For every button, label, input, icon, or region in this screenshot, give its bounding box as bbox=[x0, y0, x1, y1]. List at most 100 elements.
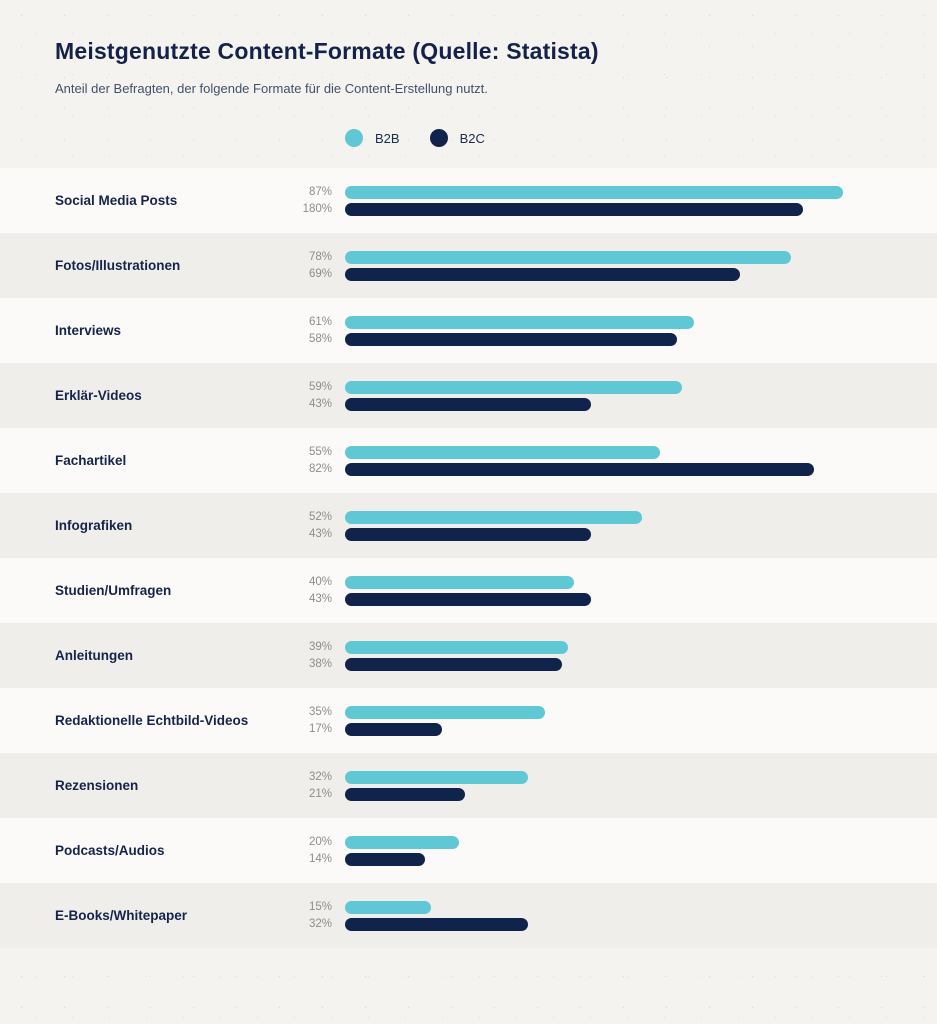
bar-group bbox=[345, 510, 917, 541]
bar-group bbox=[345, 640, 917, 671]
category-label: Social Media Posts bbox=[55, 193, 178, 208]
b2c-value-label: 180% bbox=[302, 202, 332, 215]
chart-row: Social Media Posts 87% 180% bbox=[0, 168, 937, 233]
b2c-bar bbox=[345, 592, 591, 606]
b2b-value-label: 15% bbox=[308, 900, 332, 913]
value-labels: 35% 17% bbox=[280, 706, 332, 736]
chart-row: Erklär-Videos 59% 43% bbox=[0, 363, 937, 428]
b2c-color-dot-icon bbox=[429, 129, 448, 147]
b2b-value-label: 61% bbox=[308, 315, 332, 328]
value-labels: 15% 32% bbox=[280, 901, 332, 931]
category-label: Studien/Umfragen bbox=[55, 583, 172, 598]
b2b-value-label: 39% bbox=[308, 640, 332, 653]
b2c-value-label: 32% bbox=[308, 917, 332, 930]
bar-group bbox=[345, 900, 917, 931]
b2c-bar bbox=[345, 397, 591, 411]
category-label: Rezensionen bbox=[55, 778, 139, 793]
value-labels: 59% 43% bbox=[280, 381, 332, 411]
category-label: Interviews bbox=[55, 323, 122, 338]
bar-group bbox=[345, 315, 917, 346]
bar-group bbox=[345, 445, 917, 476]
b2b-bar bbox=[345, 640, 569, 654]
chart-row: Rezensionen 32% 21% bbox=[0, 753, 937, 818]
chart-row: Studien/Umfragen 40% 43% bbox=[0, 558, 937, 623]
category-label: Erklär-Videos bbox=[55, 388, 142, 403]
legend-item-b2b: B2B bbox=[345, 129, 400, 147]
chart-row: Fachartikel 55% 82% bbox=[0, 428, 937, 493]
value-labels: 61% 58% bbox=[280, 316, 332, 346]
legend: B2B B2C bbox=[345, 128, 937, 148]
bar-group bbox=[345, 250, 917, 281]
b2b-value-label: 52% bbox=[308, 510, 332, 523]
b2c-bar bbox=[345, 462, 815, 476]
legend-item-b2c: B2C bbox=[429, 129, 485, 147]
chart-row: Anleitungen 39% 38% bbox=[0, 623, 937, 688]
b2b-value-label: 32% bbox=[308, 770, 332, 783]
b2c-value-label: 43% bbox=[308, 592, 332, 605]
bar-chart: Social Media Posts 87% 180% Fotos/Illust… bbox=[0, 168, 937, 948]
legend-label-b2b: B2B bbox=[375, 130, 400, 146]
b2c-value-label: 21% bbox=[308, 787, 332, 800]
chart-row: Podcasts/Audios 20% 14% bbox=[0, 818, 937, 883]
b2b-bar bbox=[345, 900, 431, 914]
category-label: Fachartikel bbox=[55, 453, 127, 468]
value-labels: 39% 38% bbox=[280, 641, 332, 671]
value-labels: 52% 43% bbox=[280, 511, 332, 541]
bar-group bbox=[345, 705, 917, 736]
b2b-bar bbox=[345, 185, 843, 199]
b2b-value-label: 40% bbox=[308, 575, 332, 588]
value-labels: 87% 180% bbox=[280, 186, 332, 216]
b2c-value-label: 82% bbox=[308, 462, 332, 475]
value-labels: 78% 69% bbox=[280, 251, 332, 281]
b2b-value-label: 78% bbox=[308, 250, 332, 263]
category-label: Fotos/Illustrationen bbox=[55, 258, 181, 273]
b2c-bar bbox=[345, 787, 466, 801]
b2c-value-label: 38% bbox=[308, 657, 332, 670]
b2b-bar bbox=[345, 250, 792, 264]
chart-row: Infografiken 52% 43% bbox=[0, 493, 937, 558]
category-label: E-Books/Whitepaper bbox=[55, 908, 188, 923]
chart-row: Fotos/Illustrationen 78% 69% bbox=[0, 233, 937, 298]
b2c-bar bbox=[345, 527, 591, 541]
b2b-color-dot-icon bbox=[345, 129, 363, 147]
legend-label-b2c: B2C bbox=[459, 130, 485, 146]
b2b-bar bbox=[345, 315, 694, 329]
bar-group bbox=[345, 575, 917, 606]
b2c-bar bbox=[345, 852, 426, 866]
value-labels: 20% 14% bbox=[280, 836, 332, 866]
b2b-value-label: 87% bbox=[308, 185, 332, 198]
bar-group bbox=[345, 770, 917, 801]
b2c-bar bbox=[345, 657, 563, 671]
value-labels: 55% 82% bbox=[280, 446, 332, 476]
b2b-bar bbox=[345, 770, 529, 784]
subtitle: Anteil der Befragten, der folgende Forma… bbox=[55, 81, 488, 96]
chart-row: Redaktionelle Echtbild-Videos 35% 17% bbox=[0, 688, 937, 753]
b2c-value-label: 17% bbox=[308, 722, 332, 735]
category-label: Podcasts/Audios bbox=[55, 843, 165, 858]
value-labels: 40% 43% bbox=[280, 576, 332, 606]
chart-row: E-Books/Whitepaper 15% 32% bbox=[0, 883, 937, 948]
b2b-value-label: 35% bbox=[308, 705, 332, 718]
b2b-bar bbox=[345, 575, 574, 589]
b2b-value-label: 20% bbox=[308, 835, 332, 848]
category-label: Infografiken bbox=[55, 518, 133, 533]
bar-group bbox=[345, 835, 917, 866]
b2c-bar bbox=[345, 332, 677, 346]
b2c-value-label: 58% bbox=[308, 332, 332, 345]
b2c-bar bbox=[345, 202, 803, 216]
b2b-bar bbox=[345, 445, 660, 459]
b2b-value-label: 59% bbox=[308, 380, 332, 393]
category-label: Anleitungen bbox=[55, 648, 133, 663]
b2b-bar bbox=[345, 705, 546, 719]
page-title: Meistgenutzte Content-Formate (Quelle: S… bbox=[55, 38, 599, 64]
b2c-bar bbox=[345, 267, 740, 281]
value-labels: 32% 21% bbox=[280, 771, 332, 801]
b2c-value-label: 43% bbox=[308, 397, 332, 410]
b2b-bar bbox=[345, 835, 460, 849]
b2c-value-label: 14% bbox=[308, 852, 332, 865]
b2c-bar bbox=[345, 722, 443, 736]
b2b-bar bbox=[345, 380, 683, 394]
chart-row: Interviews 61% 58% bbox=[0, 298, 937, 363]
b2c-bar bbox=[345, 917, 529, 931]
